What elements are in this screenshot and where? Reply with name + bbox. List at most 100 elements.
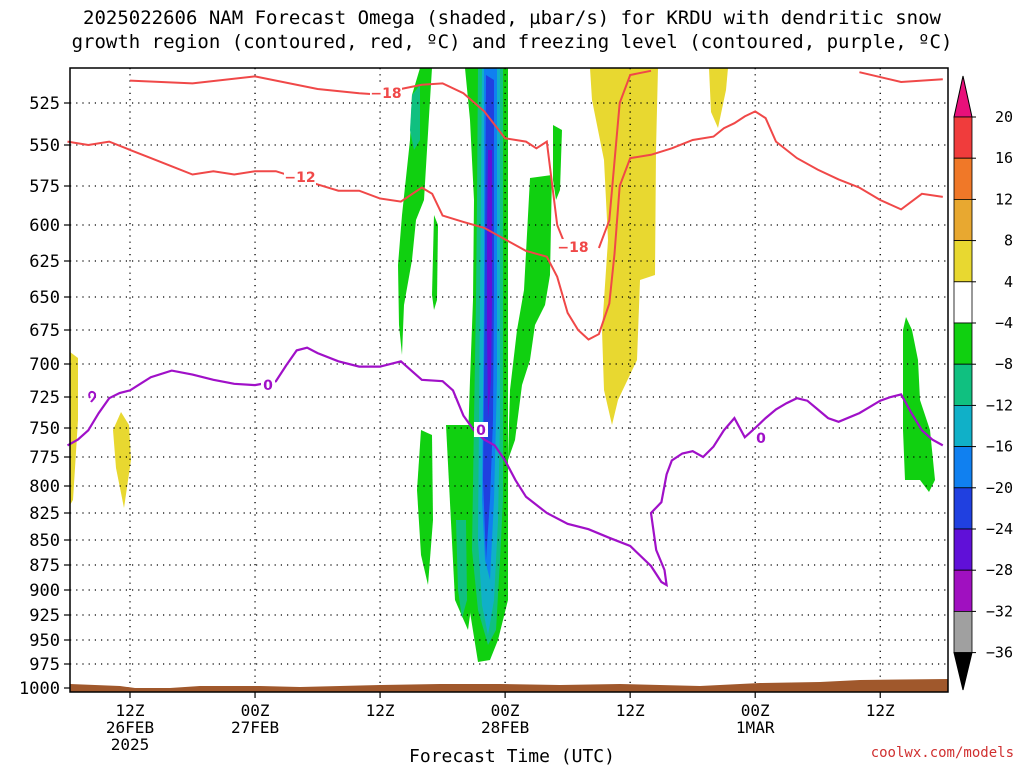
y-tick-label: 775 xyxy=(29,448,60,468)
y-tick-label: 600 xyxy=(29,216,60,236)
colorbar-label: −28 xyxy=(986,561,1013,579)
omega-shade-yellow xyxy=(70,352,78,505)
colorbar-swatch xyxy=(953,652,973,691)
colorbar-label: 20 xyxy=(995,108,1013,126)
contour-label-bg xyxy=(284,169,316,185)
colorbar: 20 16 12 8 4 −4 −8 −12 −16 −20 −24 −28 −32 −36 xyxy=(953,75,1013,691)
colorbar-swatch xyxy=(953,611,973,654)
title-line-2: growth region (contoured, red, ºC) and f… xyxy=(71,31,953,53)
x-tick-label: 00Z xyxy=(741,701,770,720)
omega-shade-green xyxy=(417,430,433,585)
freezing-level-label: 0 xyxy=(756,431,766,447)
y-tick-label: 725 xyxy=(29,388,60,408)
chart-grid xyxy=(70,68,948,692)
omega-shade-teal xyxy=(410,85,420,150)
terrain-ground xyxy=(70,679,948,692)
colorbar-swatch xyxy=(953,404,973,447)
x-tick-label: 12Z xyxy=(866,701,895,720)
colorbar-swatch xyxy=(953,281,973,324)
y-tick-label: 950 xyxy=(29,631,60,651)
chart-title: 2025022606 NAM Forecast Omega (shaded, µ… xyxy=(0,6,1024,54)
x-tick-label: 12Z xyxy=(116,701,145,720)
y-tick-label: 750 xyxy=(29,419,60,439)
colorbar-swatch xyxy=(953,569,973,612)
y-tick-label: 525 xyxy=(29,94,60,114)
freezing-level-loop xyxy=(88,390,97,403)
omega-shade-green xyxy=(553,125,562,200)
title-line-1: 2025022606 NAM Forecast Omega (shaded, µ… xyxy=(83,7,941,29)
omega-shade-yellow xyxy=(709,68,728,128)
omega-shading xyxy=(70,68,935,662)
x-tick-label: 12Z xyxy=(366,701,395,720)
colorbar-label: 16 xyxy=(995,149,1013,167)
credit-link[interactable]: coolwx.com/models xyxy=(870,745,1014,761)
colorbar-label: 8 xyxy=(1004,232,1013,250)
colorbar-swatch xyxy=(953,75,973,118)
colorbar-label: −4 xyxy=(995,314,1013,332)
x-tick-label: 00Z xyxy=(491,701,520,720)
colorbar-label: −24 xyxy=(986,520,1013,538)
y-tick-label: 800 xyxy=(29,477,60,497)
y-axis: 525 550 575 600 625 650 675 700 725 750 775 800 825 8… xyxy=(19,94,70,699)
y-tick-label: 650 xyxy=(29,288,60,308)
colorbar-label: −8 xyxy=(995,355,1013,373)
colorbar-label: −20 xyxy=(986,479,1013,497)
colorbar-label: −12 xyxy=(986,396,1013,414)
isotherm-minus18_left xyxy=(129,75,569,252)
colorbar-swatch xyxy=(953,528,973,571)
colorbar-swatch xyxy=(953,487,973,530)
contour-label-bg xyxy=(754,430,768,445)
y-tick-label: 550 xyxy=(29,136,60,156)
isotherm-minus18_top_right xyxy=(859,71,943,84)
colorbar-swatch xyxy=(953,363,973,406)
omega-shade-purple xyxy=(487,150,492,420)
colorbar-label: 12 xyxy=(995,190,1013,208)
colorbar-swatch xyxy=(953,157,973,200)
isotherm-label: −18 xyxy=(370,86,401,102)
contour-label-bg xyxy=(261,377,275,392)
omega-shade-green xyxy=(903,317,935,492)
plot-frame xyxy=(69,67,949,693)
y-tick-label: 900 xyxy=(29,581,60,601)
x-tick-label: 2025 xyxy=(111,735,150,754)
omega-shade-green xyxy=(432,215,438,310)
colorbar-label: −32 xyxy=(986,602,1013,620)
colorbar-swatch xyxy=(953,116,973,159)
y-tick-label: 675 xyxy=(29,321,60,341)
omega-shade-green xyxy=(398,68,432,355)
y-tick-label: 850 xyxy=(29,531,60,551)
x-tick-label: 28FEB xyxy=(481,718,529,737)
colorbar-swatch xyxy=(953,240,973,283)
contour-label-bg xyxy=(474,422,488,437)
omega-shade-teal xyxy=(456,520,467,618)
y-tick-label: 825 xyxy=(29,504,60,524)
y-tick-label: 625 xyxy=(29,252,60,272)
colorbar-swatch xyxy=(953,446,973,489)
x-tick-label: 12Z xyxy=(616,701,645,720)
x-tick-label: 00Z xyxy=(241,701,270,720)
omega-shade-green xyxy=(508,175,552,460)
contour-label-bg xyxy=(557,239,589,255)
y-tick-label: 700 xyxy=(29,355,60,375)
colorbar-label: −36 xyxy=(986,644,1013,662)
colorbar-swatch xyxy=(953,322,973,365)
colorbar-label: −16 xyxy=(986,438,1013,456)
omega-shade-yellow xyxy=(113,412,131,508)
colorbar-swatch xyxy=(953,198,973,241)
contour-label-bg xyxy=(370,85,402,101)
y-tick-label: 925 xyxy=(29,606,60,626)
freezing-level-label: 0 xyxy=(476,423,486,439)
contours xyxy=(66,69,944,588)
freezing-level-label: 0 xyxy=(263,378,273,394)
y-tick-label: 975 xyxy=(29,655,60,675)
isotherm-label: −18 xyxy=(557,240,588,256)
isotherm-minus12 xyxy=(67,110,943,341)
x-tick-label: 27FEB xyxy=(231,718,279,737)
colorbar-label: 4 xyxy=(1004,273,1013,291)
isotherm-minus18_right xyxy=(597,69,652,249)
freezing-level-line xyxy=(66,346,944,588)
contour-labels: −18 −12 −18 0 0 0 xyxy=(261,85,768,447)
x-tick-label: 1MAR xyxy=(736,718,775,737)
